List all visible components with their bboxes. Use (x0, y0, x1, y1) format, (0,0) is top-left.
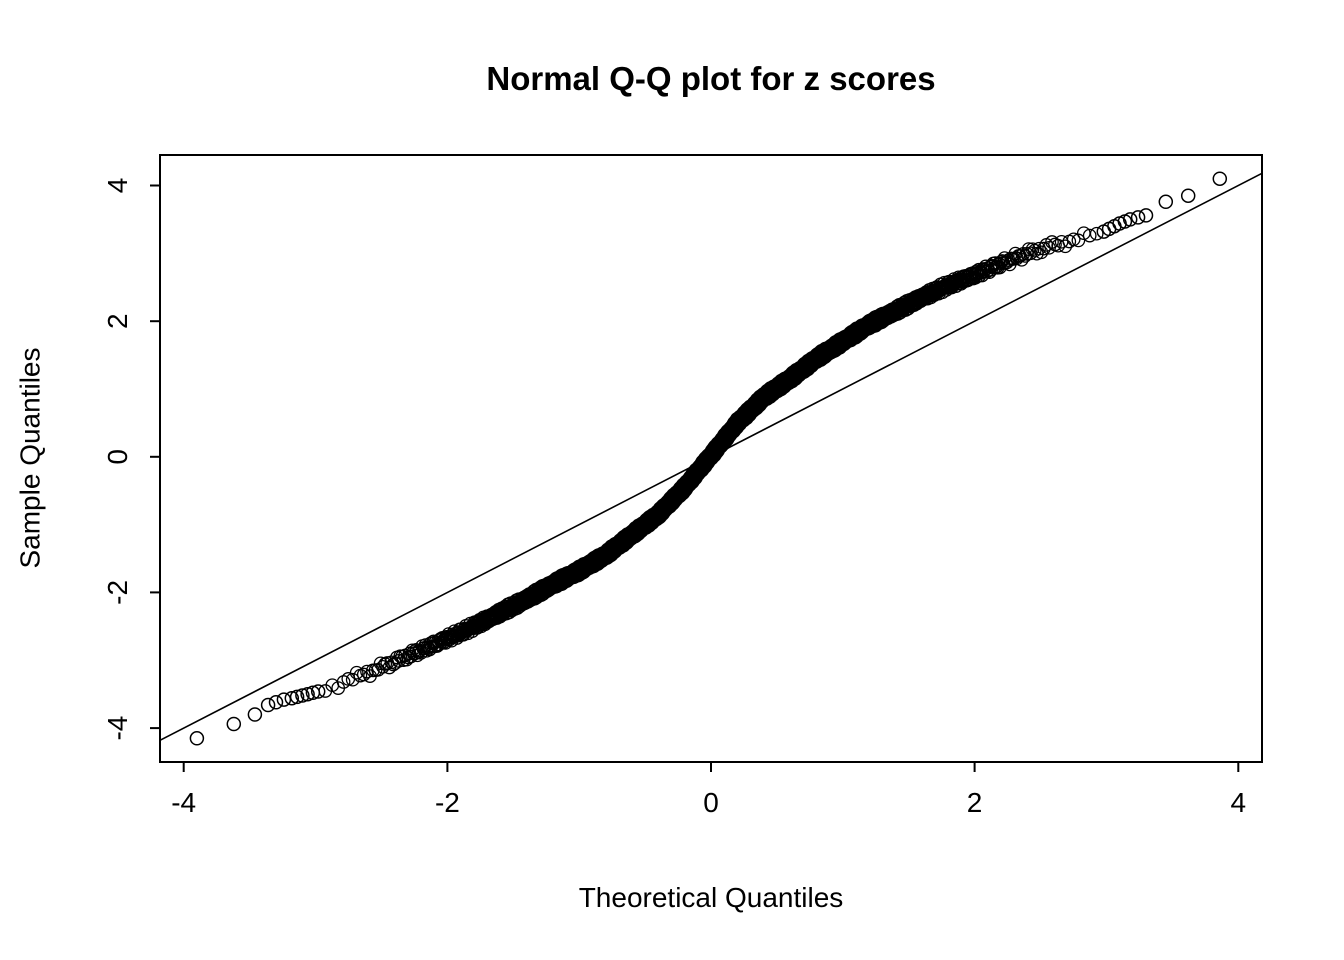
y-tick-label: 4 (102, 178, 133, 194)
x-tick-label: -4 (171, 787, 196, 818)
qq-points-band (318, 226, 1104, 698)
chart-title: Normal Q-Q plot for z scores (486, 60, 936, 97)
y-tick-label: 2 (102, 313, 133, 329)
x-tick-label: -2 (435, 787, 460, 818)
y-tick-label: -2 (102, 580, 133, 605)
y-tick-label: 0 (102, 449, 133, 465)
y-axis-ticks (150, 184, 160, 730)
y-axis-label: Sample Quantiles (14, 347, 46, 569)
x-tick-label: 0 (703, 787, 719, 818)
x-tick-label: 4 (1231, 787, 1247, 818)
x-axis-label: Theoretical Quantiles (578, 882, 844, 913)
x-axis-ticks (182, 762, 1240, 772)
qq-points-tails (189, 171, 1228, 746)
y-tick-label: -4 (102, 716, 133, 741)
x-tick-label: 2 (967, 787, 983, 818)
